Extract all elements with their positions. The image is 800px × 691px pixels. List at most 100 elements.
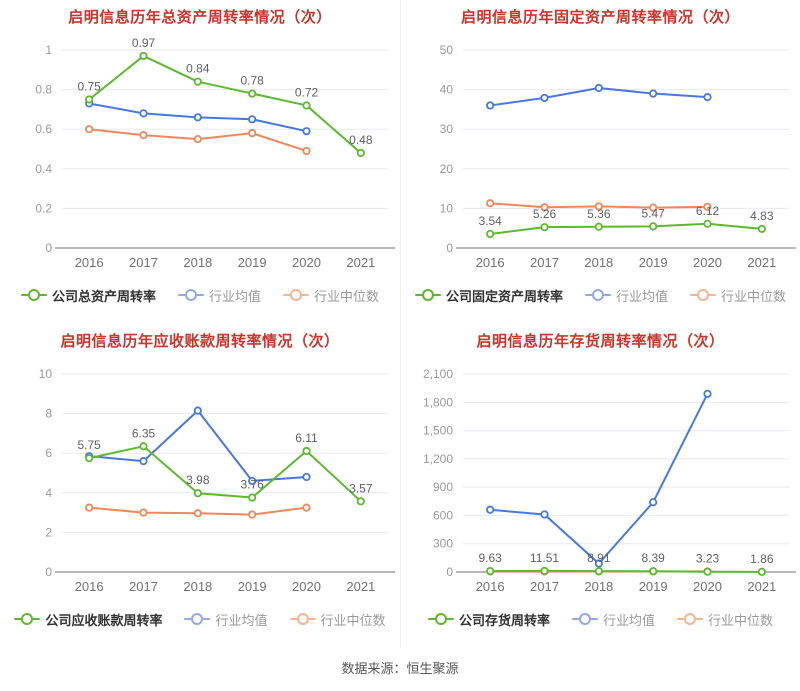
y-tick-label: 0.8 (35, 83, 52, 97)
y-tick-label: 1,200 (423, 452, 453, 466)
point-label: 1.86 (750, 552, 774, 566)
legend-marker-icon-company (14, 613, 40, 625)
data-point-mean (650, 499, 656, 505)
data-point-mean (704, 94, 710, 100)
legend-item-company: 公司固定资产周转率 (415, 286, 563, 305)
x-tick-label: 2021 (346, 579, 375, 594)
legend-item-company: 公司总资产周转率 (21, 286, 156, 305)
y-tick-label: 8 (45, 407, 52, 421)
y-tick-label: 20 (440, 162, 454, 176)
point-label: 8.91 (587, 551, 611, 565)
data-point-company (541, 224, 547, 230)
data-point-median (86, 126, 92, 132)
point-label: 3.57 (349, 481, 373, 495)
y-tick-label: 0.2 (35, 201, 52, 215)
data-source-caption: 数据来源：恒生聚源 (0, 648, 800, 691)
legend-label-mean: 行业均值 (215, 610, 267, 629)
data-point-company (249, 494, 255, 500)
data-point-median (249, 511, 255, 517)
point-label: 3.98 (186, 473, 210, 487)
data-point-mean (195, 114, 201, 120)
y-tick-label: 50 (440, 43, 454, 57)
data-point-median (86, 504, 92, 510)
y-tick-label: 1,500 (423, 424, 453, 438)
legend-label-company: 公司总资产周转率 (52, 286, 156, 305)
legend-item-mean: 行业均值 (178, 286, 261, 305)
legend-label-mean: 行业均值 (603, 610, 655, 629)
legend-item-mean: 行业均值 (184, 610, 267, 629)
chart-title-total-asset-turnover: 启明信息历年总资产周转率情况（次） (6, 8, 394, 28)
point-label: 3.76 (240, 478, 264, 492)
legend-label-company: 公司存货周转率 (459, 610, 550, 629)
legend-receivables-turnover: 公司应收账款周转率行业均值行业中位数 (0, 606, 400, 632)
data-point-company (86, 455, 92, 461)
y-tick-label: 4 (45, 486, 52, 500)
data-point-company (487, 568, 493, 574)
x-tick-label: 2020 (693, 579, 722, 594)
x-tick-label: 2017 (129, 255, 158, 270)
data-point-median (140, 132, 146, 138)
x-tick-label: 2016 (75, 579, 104, 594)
data-point-company (195, 78, 201, 84)
legend-marker-icon-company (428, 613, 454, 625)
x-tick-label: 2020 (292, 255, 321, 270)
y-tick-label: 30 (440, 122, 454, 136)
legend-label-company: 公司应收账款周转率 (45, 610, 162, 629)
y-tick-label: 600 (433, 508, 453, 522)
legend-label-mean: 行业均值 (209, 286, 261, 305)
y-tick-label: 2,100 (423, 367, 453, 381)
data-point-company (487, 231, 493, 237)
data-point-mean (487, 102, 493, 108)
legend-marker-icon-mean (585, 289, 611, 301)
data-point-median (249, 130, 255, 136)
x-tick-label: 2018 (584, 255, 613, 270)
legend-label-median: 行业中位数 (314, 286, 379, 305)
x-tick-label: 2019 (639, 579, 668, 594)
data-point-mean (303, 128, 309, 134)
legend-label-company: 公司固定资产周转率 (446, 286, 563, 305)
legend-item-mean: 行业均值 (572, 610, 655, 629)
x-tick-label: 2019 (238, 579, 267, 594)
y-tick-label: 6 (45, 446, 52, 460)
x-tick-label: 2020 (693, 255, 722, 270)
y-tick-label: 300 (433, 537, 453, 551)
y-tick-label: 900 (433, 480, 453, 494)
data-point-company (704, 568, 710, 574)
point-label: 6.11 (295, 431, 318, 445)
data-point-mean (541, 511, 547, 517)
data-point-company (303, 448, 309, 454)
x-tick-label: 2016 (476, 579, 505, 594)
legend-marker-icon-median (677, 613, 703, 625)
legend-fixed-asset-turnover: 公司固定资产周转率行业均值行业中位数 (401, 282, 800, 308)
data-point-company (650, 223, 656, 229)
data-point-company (650, 568, 656, 574)
x-tick-label: 2017 (530, 579, 559, 594)
x-tick-label: 2019 (238, 255, 267, 270)
chart-title-fixed-asset-turnover: 启明信息历年固定资产周转率情况（次） (407, 8, 794, 28)
point-label: 0.48 (349, 133, 373, 147)
x-tick-label: 2021 (747, 255, 776, 270)
data-point-median (195, 136, 201, 142)
series-line-mean (490, 394, 707, 564)
data-point-company (541, 568, 547, 574)
point-label: 5.36 (587, 207, 611, 221)
legend-total-asset-turnover: 公司总资产周转率 行业均值 行业中位数 (0, 282, 400, 308)
legend-marker-icon-company (415, 289, 441, 301)
data-point-company (596, 568, 602, 574)
legend-marker-icon-mean (572, 613, 598, 625)
x-tick-label: 2021 (346, 255, 375, 270)
legend-marker-icon-median (283, 289, 309, 301)
data-point-company (358, 498, 364, 504)
x-tick-label: 2019 (639, 255, 668, 270)
legend-item-company: 公司应收账款周转率 (14, 610, 162, 629)
x-tick-label: 2021 (747, 579, 776, 594)
data-point-mean (303, 474, 309, 480)
point-label: 6.12 (696, 204, 720, 218)
point-label: 9.63 (478, 551, 502, 565)
